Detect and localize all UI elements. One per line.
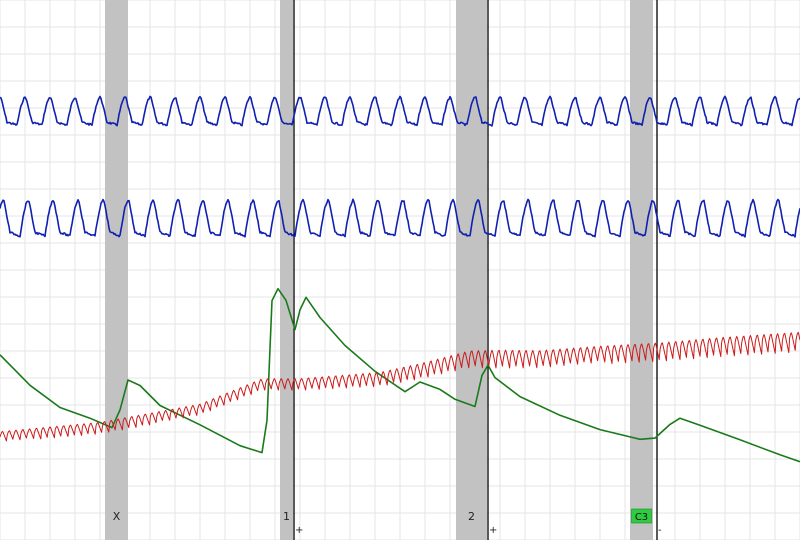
question-label: C3 (635, 512, 648, 523)
answer-markers: + + - (293, 0, 662, 540)
pneumo_upper-trace (0, 95, 800, 127)
question-label-highlight (631, 508, 652, 524)
question-label: X (113, 510, 121, 523)
question-band (630, 0, 653, 540)
question-band (280, 0, 293, 540)
chart-traces (0, 95, 800, 463)
pneumo_lower-trace (0, 198, 800, 238)
answer-marker-label: + (489, 525, 497, 536)
cardio-trace (0, 332, 800, 442)
answer-marker-label: + (295, 525, 303, 536)
question-labels: X 1 2 C3 (113, 508, 652, 524)
question-label: 1 (283, 510, 290, 523)
question-band (456, 0, 487, 540)
electrodermal-trace (0, 287, 800, 463)
question-bands (105, 0, 653, 540)
question-label: 2 (468, 510, 475, 523)
answer-marker-label: - (658, 525, 662, 536)
question-band (105, 0, 128, 540)
